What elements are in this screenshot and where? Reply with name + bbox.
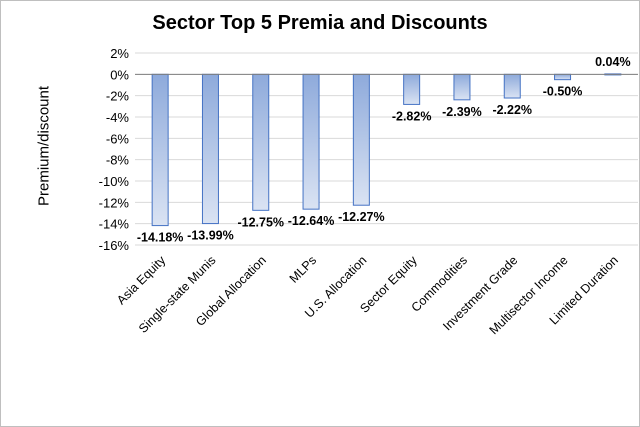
y-tick-label: -16% xyxy=(99,238,130,253)
chart-title: Sector Top 5 Premia and Discounts xyxy=(152,12,488,34)
data-label: -12.27% xyxy=(338,210,385,224)
bar xyxy=(352,73,370,206)
data-label: -14.18% xyxy=(137,231,184,245)
data-label: -2.39% xyxy=(442,105,482,119)
bar xyxy=(302,73,320,210)
data-label: -13.99% xyxy=(187,229,234,243)
bar xyxy=(151,73,169,227)
bar xyxy=(252,73,270,211)
y-tick-label: -12% xyxy=(99,195,130,210)
bar xyxy=(554,73,572,81)
y-tick-label: 0% xyxy=(110,67,129,82)
y-tick-label: -10% xyxy=(99,174,130,189)
y-tick-label: -4% xyxy=(106,110,130,125)
y-tick-label: -2% xyxy=(106,89,130,104)
bar xyxy=(403,73,421,105)
y-tick-label: -8% xyxy=(106,153,130,168)
data-label: 0.04% xyxy=(595,55,630,69)
y-tick-label: -6% xyxy=(106,131,130,146)
y-tick-label: -14% xyxy=(99,217,130,232)
x-tick-label: Asia Equity xyxy=(114,253,169,308)
data-label: -0.50% xyxy=(543,85,583,99)
data-labels: -14.18% -13.99%-12.75% -12.64% -12.27% -2.82… xyxy=(137,55,631,245)
x-tick-label: MLPs xyxy=(287,253,319,285)
data-label: -2.82% xyxy=(392,109,432,123)
y-tick-labels: 2% 0% -2% -4% -6% -8% -10% -12% -14% -16% xyxy=(99,46,130,253)
data-label: -12.64% xyxy=(288,214,335,228)
y-tick-label: 2% xyxy=(110,46,129,61)
bar xyxy=(201,73,219,225)
bars xyxy=(151,73,622,227)
data-label: -12.75% xyxy=(237,215,284,229)
data-label: -2.22% xyxy=(492,103,532,117)
bar xyxy=(453,73,471,101)
bar xyxy=(503,73,521,99)
